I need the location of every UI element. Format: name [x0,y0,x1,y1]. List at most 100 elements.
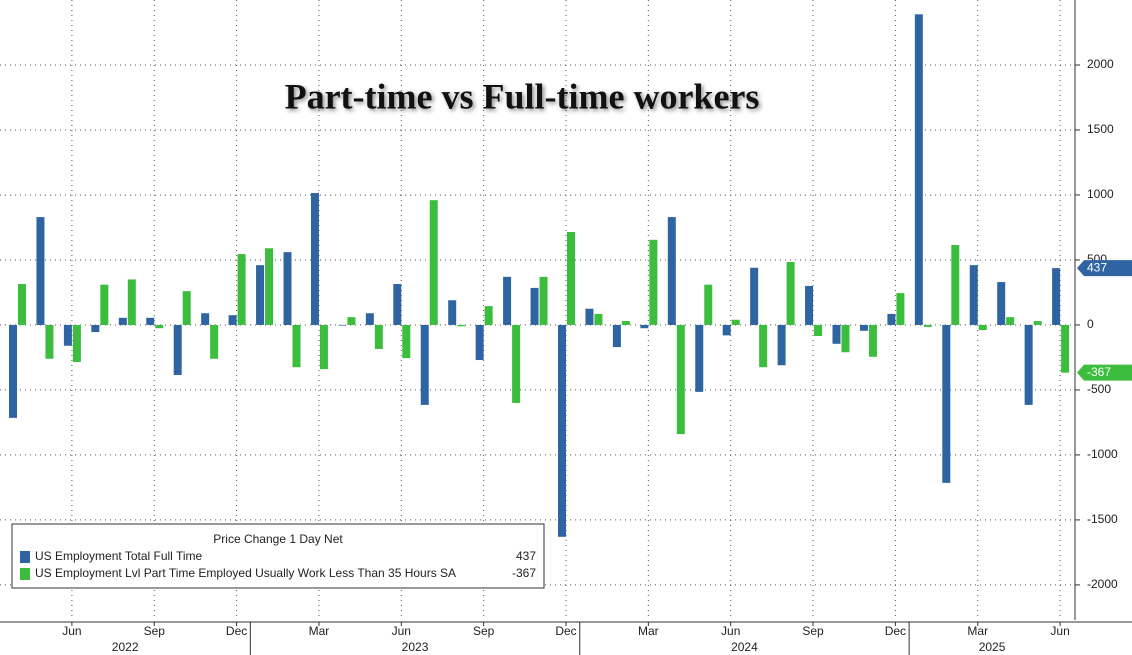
bar [868,324,877,357]
bar [127,279,136,325]
bar [265,248,274,325]
x-tick-label: Sep [144,624,166,638]
bar [393,284,402,325]
bar [530,287,539,325]
x-tick-label: Dec [555,624,576,638]
bar [512,324,521,403]
bar [402,324,411,359]
bar [558,324,566,537]
bar [539,276,548,325]
bar [1061,324,1070,373]
bar [228,315,237,325]
x-tick-label: Dec [885,624,906,638]
bar [100,284,109,325]
legend-label: US Employment Lvl Part Time Employed Usu… [35,566,456,580]
bar [951,245,960,325]
bar [63,324,72,346]
bar [182,291,191,325]
bar [448,300,457,325]
x-tick-label: Mar [638,624,659,638]
bar [45,324,54,359]
bar [9,324,17,418]
legend-box [11,523,545,589]
year-label: 2025 [979,640,1006,654]
bar [475,324,484,361]
bar [1033,321,1042,325]
value-tag [1077,364,1132,381]
bar [201,313,210,325]
y-tick-label: -500 [1087,382,1111,396]
bar [887,313,896,325]
chart-title: Part-time vs Full-time workers [285,76,760,116]
legend: Price Change 1 Day Net US Employment Tota… [11,523,545,589]
bar [283,252,292,325]
y-tick-label: 1500 [1087,122,1114,136]
y-tick-label: 1000 [1087,187,1114,201]
year-label: 2023 [402,640,429,654]
y-tick-label: 0 [1087,317,1094,331]
x-tick-label: Mar [309,624,330,638]
bar [731,319,740,325]
bar [786,261,795,325]
bar [859,324,868,331]
bar [722,324,731,336]
plot-area [0,0,1075,620]
year-label: 2024 [731,640,758,654]
bar [310,193,319,325]
legend-swatch [20,551,30,563]
bar [155,324,164,329]
bar [91,324,100,333]
legend-title: Price Change 1 Day Net [213,532,343,546]
bar [612,324,621,348]
bar [805,285,814,325]
bar [484,306,493,325]
bar [567,232,575,325]
bar [457,324,466,327]
bar [649,239,658,325]
y-tick-label: -1000 [1087,447,1118,461]
bar [914,14,923,325]
bar [621,321,630,325]
x-tick-label: Mar [967,624,988,638]
value-tag-label: 437 [1087,260,1107,274]
bar [969,265,978,325]
bar [1006,317,1015,325]
bar [667,217,676,325]
bar [210,324,219,359]
bar [1024,324,1033,405]
bar [365,313,374,325]
bar [923,324,932,327]
x-tick-label: Dec [226,624,247,638]
bar [374,324,383,349]
x-tick-label: Sep [802,624,824,638]
bar [256,265,265,325]
bar [72,324,81,362]
x-tick-label: Jun [1050,624,1069,638]
year-label: 2022 [112,640,139,654]
bar [338,324,347,326]
y-tick-label: -1500 [1087,512,1118,526]
value-tag [1077,260,1132,277]
bar [237,254,246,325]
x-tick-label: Jun [721,624,740,638]
bar [503,276,512,325]
x-tick-label: Jun [392,624,411,638]
y-tick-label: -2000 [1087,577,1118,591]
bar [676,324,685,435]
bar [978,324,987,331]
bar [997,282,1006,325]
bar [841,324,850,353]
value-tag-label: -367 [1087,365,1111,379]
bar [429,200,438,325]
bar [832,324,841,344]
x-tick-label: Jun [62,624,81,638]
y-tick-label: 2000 [1087,57,1114,71]
bar [292,324,301,368]
legend-label: US Employment Total Full Time [35,549,202,563]
legend-value: -367 [512,566,536,580]
bar [750,267,759,325]
bar [704,284,713,325]
bar [1052,268,1061,325]
bar [585,308,594,325]
